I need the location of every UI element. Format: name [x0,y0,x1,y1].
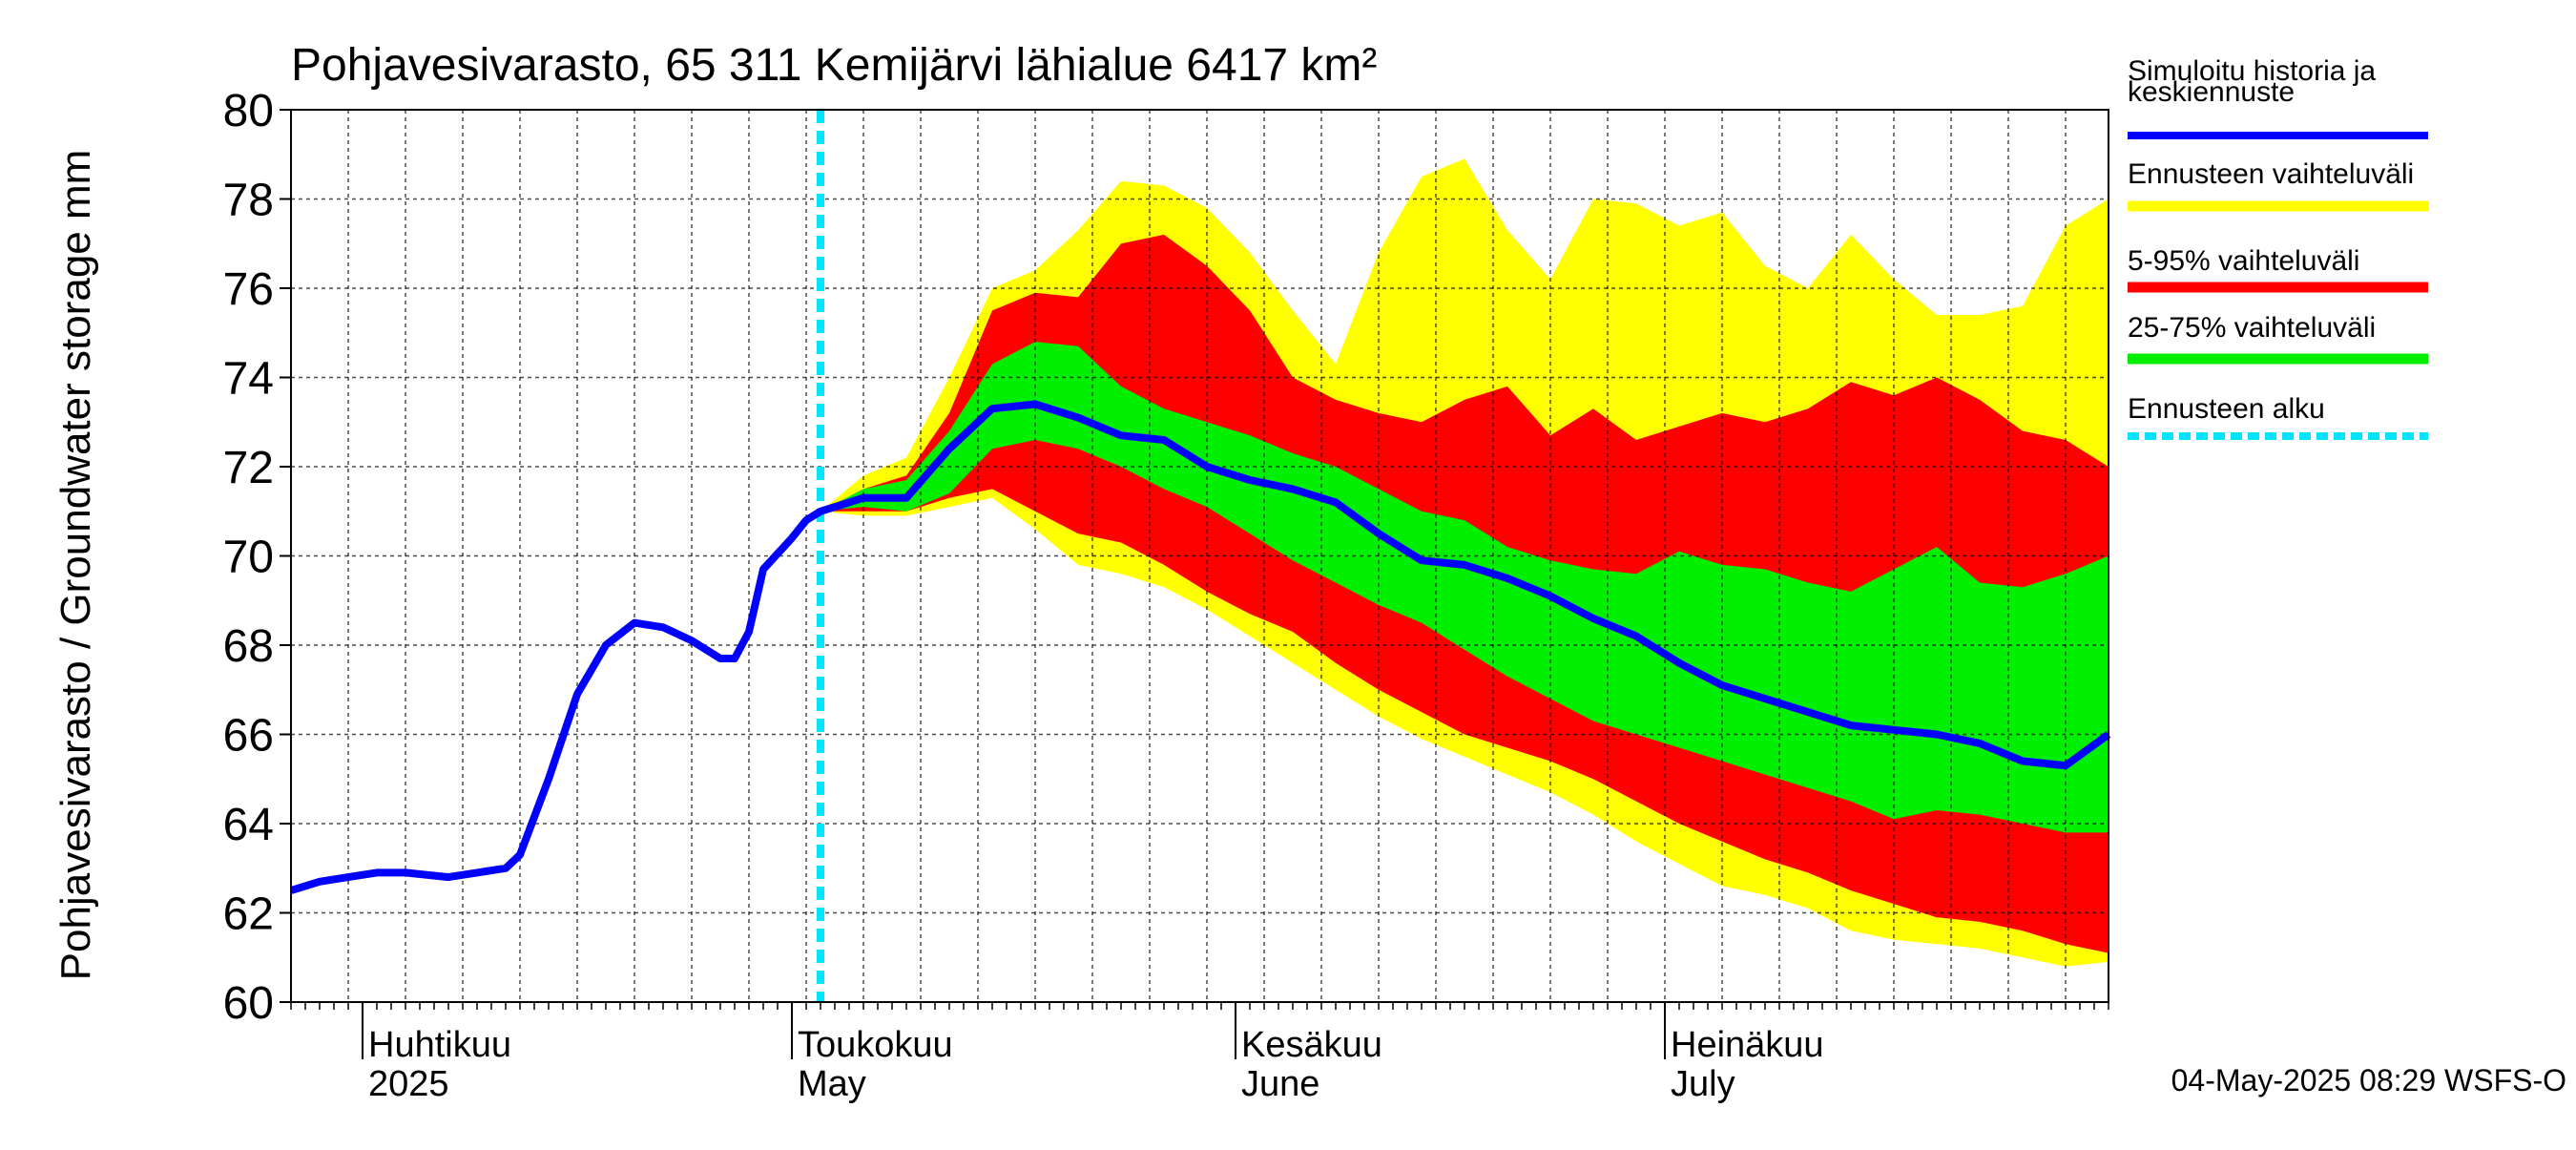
legend-label: 5-95% vaihteluväli [2128,245,2359,277]
x-month-sublabel: May [798,1064,866,1104]
legend-label: 25-75% vaihteluväli [2128,312,2376,344]
y-axis-label: Pohjavesivarasto / Groundwater storage m… [52,150,99,981]
x-month-label: Toukokuu [798,1025,953,1065]
x-month-sublabel: July [1671,1064,1735,1104]
y-tick-label: 74 [223,354,274,405]
y-tick-label: 76 [223,264,274,315]
y-tick-label: 66 [223,711,274,762]
y-tick-label: 78 [223,176,274,226]
x-month-sublabel: 2025 [368,1064,449,1104]
x-month-sublabel: June [1241,1064,1319,1104]
x-month-label: Kesäkuu [1241,1025,1382,1065]
chart-grid [291,110,2109,1002]
chart-title: Pohjavesivarasto, 65 311 Kemijärvi lähia… [291,40,1377,91]
y-tick-label: 72 [223,443,274,493]
y-tick-label: 80 [223,86,274,136]
y-tick-label: 64 [223,800,274,850]
y-tick-label: 62 [223,889,274,940]
legend-label: Ennusteen alku [2128,393,2325,425]
timestamp-footer: 04-May-2025 08:29 WSFS-O [2171,1063,2566,1098]
series-median-line [289,400,2111,894]
y-tick-label: 70 [223,533,274,583]
chart-lines [289,110,2111,1002]
y-tick-label: 60 [223,978,274,1029]
band-25-75 [821,342,2109,833]
x-month-label: Huhtikuu [368,1025,511,1065]
legend-label: keskiennuste [2128,76,2295,108]
y-tick-label: 68 [223,621,274,672]
x-month-label: Heinäkuu [1671,1025,1824,1065]
legend-label: Ennusteen vaihteluväli [2128,158,2414,190]
legend-label: Simuloitu historia ja [2128,55,2376,87]
